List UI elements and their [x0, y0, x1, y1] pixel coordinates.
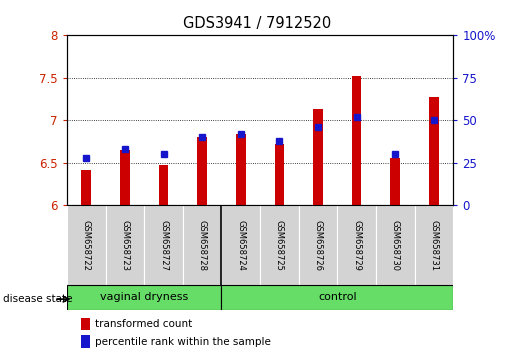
Text: GSM658724: GSM658724: [236, 220, 245, 270]
Bar: [183, 205, 221, 285]
Text: GSM658728: GSM658728: [198, 219, 207, 271]
Text: GSM658730: GSM658730: [391, 219, 400, 271]
Bar: [67, 205, 106, 285]
Text: GSM658727: GSM658727: [159, 219, 168, 271]
Bar: [120, 150, 130, 205]
Text: disease state: disease state: [3, 294, 72, 304]
Bar: [390, 158, 400, 205]
Bar: [221, 285, 453, 310]
Bar: [81, 335, 90, 348]
Text: transformed count: transformed count: [95, 319, 193, 329]
Bar: [415, 205, 453, 285]
Bar: [81, 318, 90, 330]
Bar: [337, 205, 376, 285]
Bar: [313, 109, 323, 205]
Text: vaginal dryness: vaginal dryness: [100, 292, 188, 302]
Bar: [376, 205, 415, 285]
Text: GSM658723: GSM658723: [121, 219, 129, 271]
Bar: [159, 165, 168, 205]
Bar: [106, 205, 144, 285]
Bar: [429, 97, 439, 205]
Text: GDS3941 / 7912520: GDS3941 / 7912520: [183, 16, 332, 31]
Bar: [236, 134, 246, 205]
Text: GSM658726: GSM658726: [314, 219, 322, 271]
Bar: [274, 144, 284, 205]
Bar: [144, 205, 183, 285]
Bar: [260, 205, 299, 285]
Text: GSM658729: GSM658729: [352, 220, 361, 270]
Text: percentile rank within the sample: percentile rank within the sample: [95, 337, 271, 347]
Bar: [299, 205, 337, 285]
Text: GSM658725: GSM658725: [275, 220, 284, 270]
Bar: [197, 137, 207, 205]
Text: GSM658722: GSM658722: [82, 220, 91, 270]
Text: control: control: [318, 292, 356, 302]
Bar: [352, 76, 362, 205]
Bar: [67, 285, 221, 310]
Bar: [81, 170, 91, 205]
Text: GSM658731: GSM658731: [430, 219, 438, 271]
Bar: [221, 205, 260, 285]
